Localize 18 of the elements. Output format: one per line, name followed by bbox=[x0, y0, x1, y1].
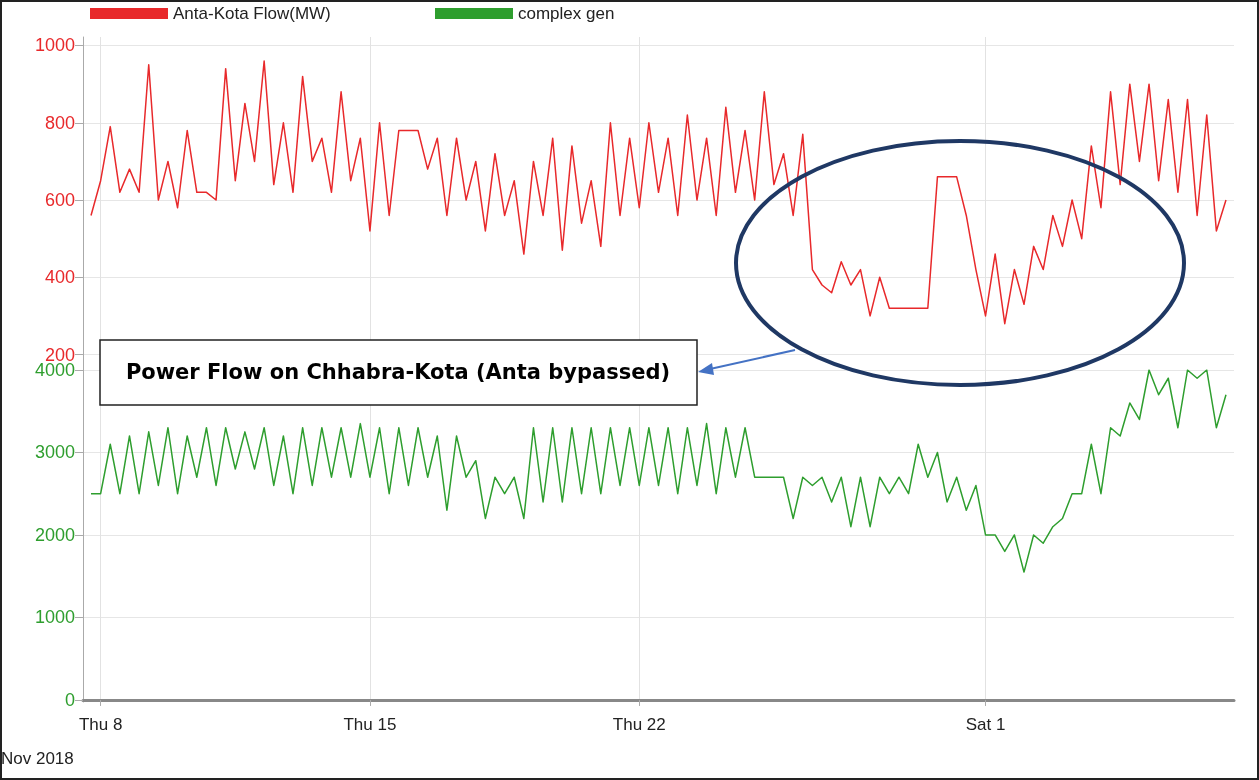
y-tick-label: 2000 bbox=[34, 524, 75, 545]
y-tick-label: 800 bbox=[44, 112, 75, 133]
line-series bbox=[90, 60, 1227, 325]
y-tick-label: 600 bbox=[44, 190, 75, 211]
annotation: Power Flow on Chhabra-Kota (Anta bypassed) bbox=[125, 360, 671, 384]
x-tick-label: Thu 22 bbox=[612, 715, 666, 734]
x-tick-label: Thu 15 bbox=[343, 715, 397, 734]
x-axis-title: Nov 2018 bbox=[1, 748, 74, 768]
y-tick-label: 400 bbox=[44, 267, 75, 288]
y-tick-label: 1000 bbox=[34, 35, 75, 56]
y-tick-label: 1000 bbox=[34, 607, 75, 628]
x-tick-label: Thu 8 bbox=[78, 715, 123, 734]
y-tick-label: 0 bbox=[64, 689, 75, 710]
x-tick-label: Sat 1 bbox=[965, 715, 1006, 734]
y-tick-label: 3000 bbox=[34, 442, 75, 463]
legend-label: Anta-Kota Flow(MW) bbox=[173, 4, 331, 23]
y-tick-label: 4000 bbox=[34, 360, 75, 380]
legend-label: complex gen bbox=[518, 4, 615, 23]
